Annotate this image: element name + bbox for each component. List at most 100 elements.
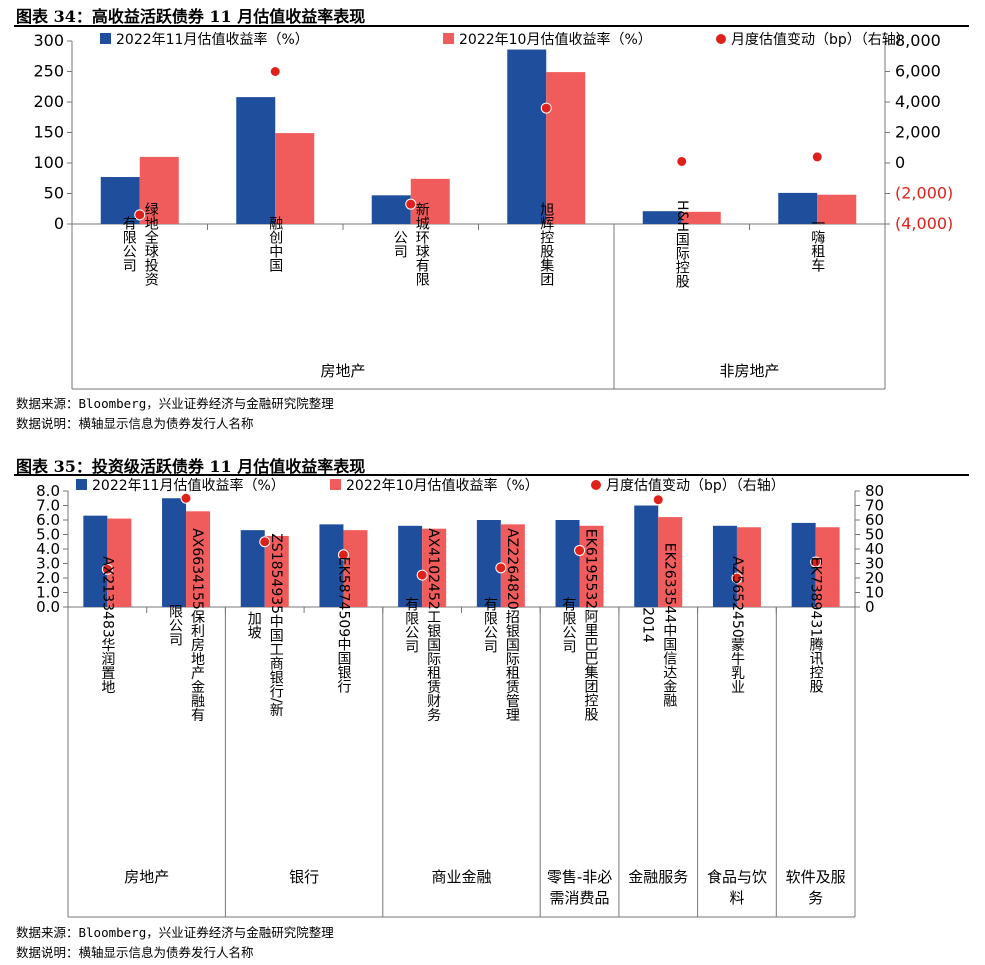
category-label: 有限公司 xyxy=(561,597,577,653)
group-label: 食品与饮 xyxy=(707,868,767,886)
category-label: 绿地全球投资 xyxy=(143,202,159,286)
left-tick-label: 7.0 xyxy=(36,497,60,515)
bar-nov xyxy=(398,525,423,607)
legend-swatch xyxy=(443,33,454,44)
group-label: 非房地产 xyxy=(719,362,779,380)
bar-nov xyxy=(507,49,547,224)
category-label: 旭辉控股集团 xyxy=(538,202,554,286)
dot-change xyxy=(416,569,428,581)
left-tick-label: 5.0 xyxy=(36,526,60,544)
right-tick-label: 2,000 xyxy=(895,123,941,142)
bar-nov xyxy=(634,505,659,607)
category-label: EK5874509中国银行 xyxy=(335,557,351,695)
right-tick-label: 60 xyxy=(865,511,884,529)
category-label: EK7389431腾讯控股 xyxy=(808,557,824,695)
bar-oct xyxy=(500,524,525,607)
bar-oct xyxy=(107,518,132,607)
left-tick-label: 50 xyxy=(44,184,64,203)
dot-change xyxy=(652,494,664,506)
dot-change xyxy=(676,155,688,167)
category-label: 2014 xyxy=(639,607,655,643)
bar-nov xyxy=(712,525,737,607)
left-tick-label: 300 xyxy=(33,31,64,50)
left-tick-label: 8.0 xyxy=(36,482,60,500)
bar-oct xyxy=(186,511,211,607)
category-label: AZ5652450蒙牛乳业 xyxy=(729,556,745,694)
left-tick-label: 3.0 xyxy=(36,555,60,573)
bar-nov xyxy=(642,211,682,224)
legend-dot xyxy=(591,480,601,490)
right-tick-label: (2,000) xyxy=(895,184,953,203)
left-tick-label: 250 xyxy=(33,62,64,81)
bar-oct xyxy=(815,527,840,607)
figure-35-note: 数据说明：横轴显示信息为债券发行人名称 xyxy=(16,945,254,960)
category-label: H&H国际控股 xyxy=(674,200,690,289)
bar-oct xyxy=(422,528,447,607)
category-label: 一嗨租车 xyxy=(809,216,825,272)
bar-oct xyxy=(139,156,179,224)
category-label: AX4102452工银国际租赁财务 xyxy=(425,528,441,722)
figure-34-note: 数据说明：横轴显示信息为债券发行人名称 xyxy=(16,416,254,431)
legend-label: 2022年10月估值收益率（%） xyxy=(346,477,539,494)
category-label: 有限公司 xyxy=(403,597,419,653)
category-label: 公司 xyxy=(392,230,408,258)
right-tick-label: 80 xyxy=(865,482,884,500)
bar-oct xyxy=(410,178,450,224)
dot-change xyxy=(269,66,281,77)
left-tick-label: 1.0 xyxy=(36,584,60,602)
group-label: 银行 xyxy=(289,868,319,886)
bar-nov xyxy=(371,195,411,224)
dot-change xyxy=(495,562,507,574)
legend-label: 月度估值变动（bp）（右轴） xyxy=(606,478,785,494)
category-label: EK2633544中国信达金融 xyxy=(661,543,677,708)
category-label: AX6634155保利房地产金融有 xyxy=(189,528,205,723)
dot-change xyxy=(101,563,113,575)
group-label: 零售-非必 xyxy=(547,868,612,886)
left-tick-label: 2.0 xyxy=(36,569,60,587)
title-rule xyxy=(14,474,969,476)
right-tick-label: 10 xyxy=(865,584,884,602)
left-tick-label: 6.0 xyxy=(36,511,60,529)
bar-oct xyxy=(579,525,604,607)
right-tick-label: 6,000 xyxy=(895,62,941,81)
dot-change xyxy=(810,556,822,568)
dot-change xyxy=(134,209,146,221)
legend-swatch xyxy=(330,479,341,490)
bar-nov xyxy=(83,515,108,607)
right-tick-label: 20 xyxy=(865,569,884,587)
bar-oct xyxy=(817,194,857,224)
bar-oct xyxy=(681,211,721,224)
legend-swatch xyxy=(76,479,87,490)
title-rule xyxy=(14,25,969,27)
figure-35-title: 图表 35：投资级活跃债券 11 月估值收益率表现 xyxy=(16,457,366,476)
category-label: AZ2264820招银国际租赁管理 xyxy=(504,528,520,722)
group-label: 务 xyxy=(808,889,823,907)
bar-nov xyxy=(319,524,344,607)
category-label: 融创中国 xyxy=(267,216,283,272)
bar-oct xyxy=(264,535,289,607)
figure-35-source: 数据来源：Bloomberg，兴业证券经济与金融研究院整理 xyxy=(16,925,334,940)
right-tick-label: 40 xyxy=(865,540,884,558)
group-label: 商业金融 xyxy=(431,868,491,886)
dot-change xyxy=(405,198,417,210)
left-tick-label: 200 xyxy=(33,92,64,111)
category-label: 限公司 xyxy=(167,604,183,646)
left-tick-label: 0.0 xyxy=(36,598,60,616)
left-tick-label: 4.0 xyxy=(36,540,60,558)
group-label: 需消费品 xyxy=(550,889,610,907)
bar-oct xyxy=(658,517,683,607)
legend-label: 2022年11月估值收益率（%） xyxy=(116,31,309,48)
right-tick-label: 30 xyxy=(865,555,884,573)
group-label: 料 xyxy=(729,889,744,907)
bar-nov xyxy=(778,192,818,224)
bar-oct xyxy=(546,72,586,224)
category-label: EK6195532阿里巴巴集团控股 xyxy=(583,529,599,723)
legend-label: 2022年11月估值收益率（%） xyxy=(92,477,285,494)
left-tick-label: 0 xyxy=(54,214,64,233)
category-label: AX2133483华润置地 xyxy=(99,556,115,694)
right-tick-label: 50 xyxy=(865,526,884,544)
dot-change xyxy=(811,151,823,163)
right-tick-label: 0 xyxy=(895,153,905,172)
legend-swatch xyxy=(100,33,111,44)
group-label: 房地产 xyxy=(124,868,169,886)
